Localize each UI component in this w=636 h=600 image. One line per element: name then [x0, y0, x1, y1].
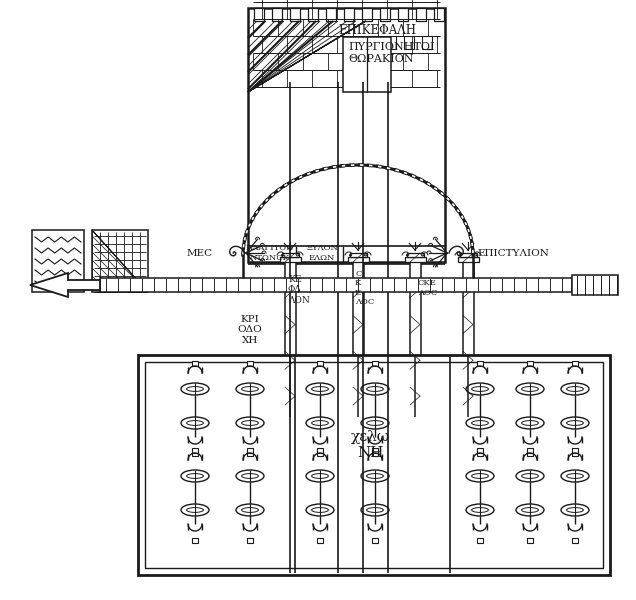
Bar [350, 253, 367, 257]
Text: χελω
ΝΗ: χελω ΝΗ [350, 430, 390, 460]
Bar [386, 36, 396, 49]
Bar [457, 405, 480, 409]
Bar [192, 538, 198, 543]
Text: ΞΥΛΟΝ
ΕΛΩΝ: ΞΥΛΟΝ ΕΛΩΝ [306, 244, 338, 262]
Bar [283, 413, 298, 417]
Text: ΚΡΙ
ΟΔΟ
ΧΗ: ΚΡΙ ΟΔΟ ΧΗ [238, 315, 263, 345]
Bar [349, 409, 368, 413]
Text: ΠΥΡΓΙΟΝΗΤΟΙ
ΘΩΡΑΚΙΟΝ: ΠΥΡΓΙΟΝΗΤΟΙ ΘΩΡΑΚΙΟΝ [348, 42, 434, 64]
Bar [254, 8, 264, 21]
Bar [459, 409, 478, 413]
Bar [372, 451, 378, 456]
Bar [372, 538, 378, 543]
Bar [460, 253, 477, 257]
Bar [404, 405, 427, 409]
Bar [308, 8, 318, 21]
Text: C
Κ
Ε
ΛΟC: C Κ Ε ΛΟC [355, 270, 374, 306]
Bar [92, 230, 148, 292]
Bar [434, 8, 444, 21]
Bar [527, 448, 533, 453]
Bar [463, 262, 474, 405]
Bar [404, 36, 414, 49]
Bar [280, 257, 301, 262]
Text: ΠΛΑΓΙΤΟΝ
ΝΤΩΝCΚ: ΠΛΑΓΙΤΟΝ ΝΤΩΝCΚ [245, 244, 294, 262]
Text: ΕΠΙCΤΥΛΙΟΝ: ΕΠΙCΤΥΛΙΟΝ [477, 248, 549, 257]
Bar [290, 8, 300, 21]
Bar [317, 451, 323, 456]
Bar [347, 405, 370, 409]
Bar [461, 413, 476, 417]
Bar [407, 253, 424, 257]
Bar [458, 257, 479, 262]
Bar [247, 451, 253, 456]
Bar [282, 253, 299, 257]
Bar [279, 405, 302, 409]
Bar [477, 361, 483, 366]
Bar [372, 448, 378, 453]
Bar [368, 36, 378, 49]
Bar [138, 355, 610, 575]
Bar [343, 37, 391, 92]
Bar [317, 538, 323, 543]
Text: ΜΕC: ΜΕC [187, 248, 213, 257]
Bar [272, 8, 282, 21]
Bar [145, 362, 603, 568]
Bar [527, 451, 533, 456]
Text: ΕΠΙΚΕΦΑΛΗ: ΕΠΙΚΕΦΑΛΗ [338, 23, 416, 37]
Bar [572, 538, 578, 543]
Bar [572, 361, 578, 366]
Bar [317, 361, 323, 366]
Bar [192, 361, 198, 366]
Bar [247, 361, 253, 366]
Polygon shape [30, 273, 100, 297]
Bar [398, 8, 408, 21]
Bar [572, 448, 578, 453]
Bar [477, 538, 483, 543]
Bar [477, 448, 483, 453]
Bar [248, 8, 445, 262]
Bar [362, 8, 372, 21]
Bar [192, 451, 198, 456]
Bar [527, 538, 533, 543]
Bar [247, 538, 253, 543]
Bar [344, 8, 354, 21]
Bar [348, 257, 369, 262]
Bar [281, 409, 300, 413]
Bar [351, 413, 366, 417]
Bar [416, 8, 426, 21]
Bar [408, 413, 423, 417]
Bar [326, 8, 336, 21]
Bar [247, 448, 253, 453]
Bar [477, 451, 483, 456]
Text: ΚΕ
ΦΔ
ΛΟΝ: ΚΕ ΦΔ ΛΟΝ [288, 275, 310, 305]
Bar [353, 262, 364, 405]
Bar [100, 278, 572, 292]
Bar [192, 448, 198, 453]
Bar [317, 448, 323, 453]
Bar [527, 361, 533, 366]
Text: CΚΕ
ΛΟC: CΚΕ ΛΟC [418, 280, 438, 296]
Bar [380, 8, 390, 21]
Bar [285, 262, 296, 405]
Bar [572, 275, 618, 295]
Bar [406, 409, 425, 413]
Bar [572, 451, 578, 456]
Bar [405, 257, 426, 262]
Bar [410, 262, 421, 405]
Bar [372, 361, 378, 366]
Bar [32, 230, 84, 292]
Bar [422, 36, 432, 49]
